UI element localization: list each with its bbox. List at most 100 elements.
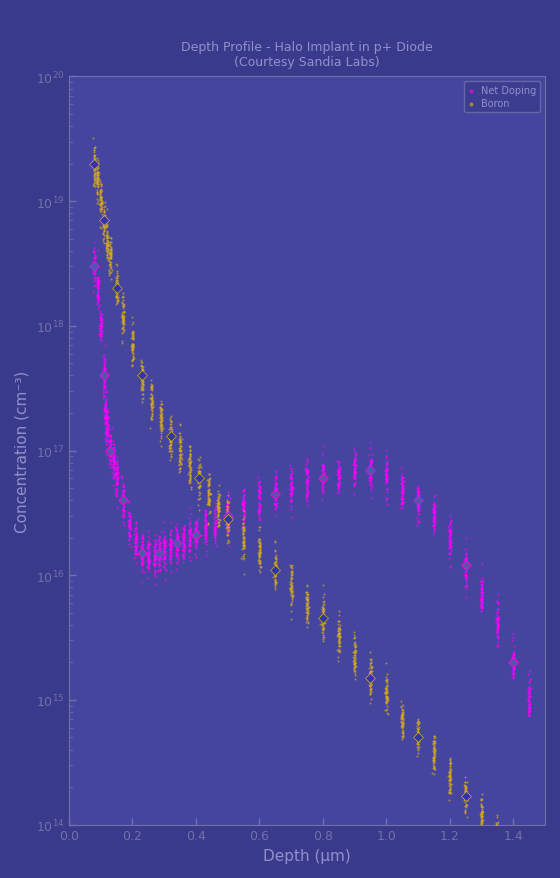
Net Doping	[106, 455, 115, 469]
Boron	[351, 644, 360, 658]
Boron	[366, 683, 375, 697]
Boron	[255, 555, 264, 569]
Boron	[335, 618, 344, 632]
Net Doping	[118, 488, 127, 502]
Net Doping	[525, 682, 534, 696]
Net Doping	[301, 462, 310, 476]
Net Doping	[382, 492, 391, 506]
Net Doping	[132, 532, 141, 546]
Net Doping	[302, 489, 311, 503]
Net Doping	[477, 596, 486, 610]
Net Doping	[155, 537, 164, 551]
Boron	[96, 200, 105, 214]
Net Doping	[302, 466, 311, 480]
Net Doping	[138, 547, 147, 561]
Boron	[156, 402, 165, 416]
Boron	[398, 732, 407, 746]
Net Doping	[138, 549, 147, 563]
Net Doping	[396, 486, 405, 500]
Boron	[128, 353, 137, 367]
Net Doping	[255, 480, 264, 494]
Net Doping	[119, 497, 128, 511]
Net Doping	[430, 504, 439, 518]
Boron	[397, 708, 406, 722]
Net Doping	[100, 338, 109, 352]
Net Doping	[172, 534, 181, 548]
Net Doping	[211, 524, 220, 538]
Boron	[398, 703, 407, 717]
Net Doping	[398, 482, 407, 496]
Boron	[203, 473, 212, 487]
Boron	[112, 275, 121, 289]
Boron	[415, 740, 424, 754]
Net Doping	[109, 454, 118, 468]
Net Doping	[109, 457, 118, 471]
Net Doping	[151, 565, 160, 579]
Boron	[302, 620, 311, 634]
Boron	[254, 546, 263, 560]
Boron	[413, 724, 422, 738]
Boron	[128, 344, 137, 358]
Net Doping	[94, 296, 102, 310]
Net Doping	[165, 537, 174, 551]
Boron	[382, 685, 391, 699]
Boron	[105, 257, 114, 271]
Boron	[319, 598, 328, 612]
Net Doping	[172, 548, 181, 562]
Net Doping	[132, 532, 141, 546]
Net Doping	[349, 472, 358, 486]
Boron	[112, 278, 121, 292]
Net Doping	[333, 454, 342, 468]
Net Doping	[240, 483, 249, 497]
Net Doping	[105, 453, 114, 467]
Net Doping	[90, 256, 99, 270]
Net Doping	[461, 569, 470, 583]
Net Doping	[461, 562, 470, 576]
Net Doping	[96, 321, 105, 335]
Net Doping	[137, 551, 146, 565]
Boron	[205, 492, 214, 506]
Net Doping	[166, 543, 175, 558]
Boron	[270, 551, 279, 565]
Boron	[319, 602, 328, 616]
Boron	[492, 838, 501, 853]
Boron	[156, 404, 165, 418]
Net Doping	[105, 450, 114, 464]
Boron	[137, 356, 146, 370]
Boron	[96, 186, 105, 200]
Net Doping	[109, 478, 118, 492]
Net Doping	[413, 490, 422, 504]
Boron	[351, 630, 360, 644]
Boron	[204, 493, 213, 507]
Boron	[157, 409, 166, 423]
Net Doping	[477, 596, 486, 610]
Net Doping	[149, 557, 158, 571]
Net Doping	[90, 259, 99, 273]
Net Doping	[525, 709, 534, 723]
Boron	[185, 465, 194, 479]
Boron	[102, 220, 111, 234]
Net Doping	[398, 491, 407, 505]
Net Doping	[144, 551, 153, 565]
Boron	[225, 523, 234, 537]
Net Doping	[202, 518, 211, 532]
Boron	[286, 575, 295, 589]
Net Doping	[461, 556, 470, 570]
Net Doping	[223, 511, 232, 525]
Boron	[222, 504, 231, 518]
Boron	[213, 508, 222, 522]
Net Doping	[414, 481, 423, 495]
Boron	[138, 381, 147, 395]
Net Doping	[413, 518, 422, 532]
Net Doping	[137, 575, 146, 589]
Boron	[223, 512, 232, 526]
Net Doping	[399, 486, 408, 500]
Net Doping	[160, 550, 169, 564]
Net Doping	[255, 481, 264, 495]
Net Doping	[202, 529, 211, 543]
Net Doping	[415, 496, 424, 510]
Net Doping	[493, 613, 502, 627]
Net Doping	[349, 456, 358, 470]
Boron	[414, 742, 423, 756]
Net Doping	[150, 552, 159, 566]
